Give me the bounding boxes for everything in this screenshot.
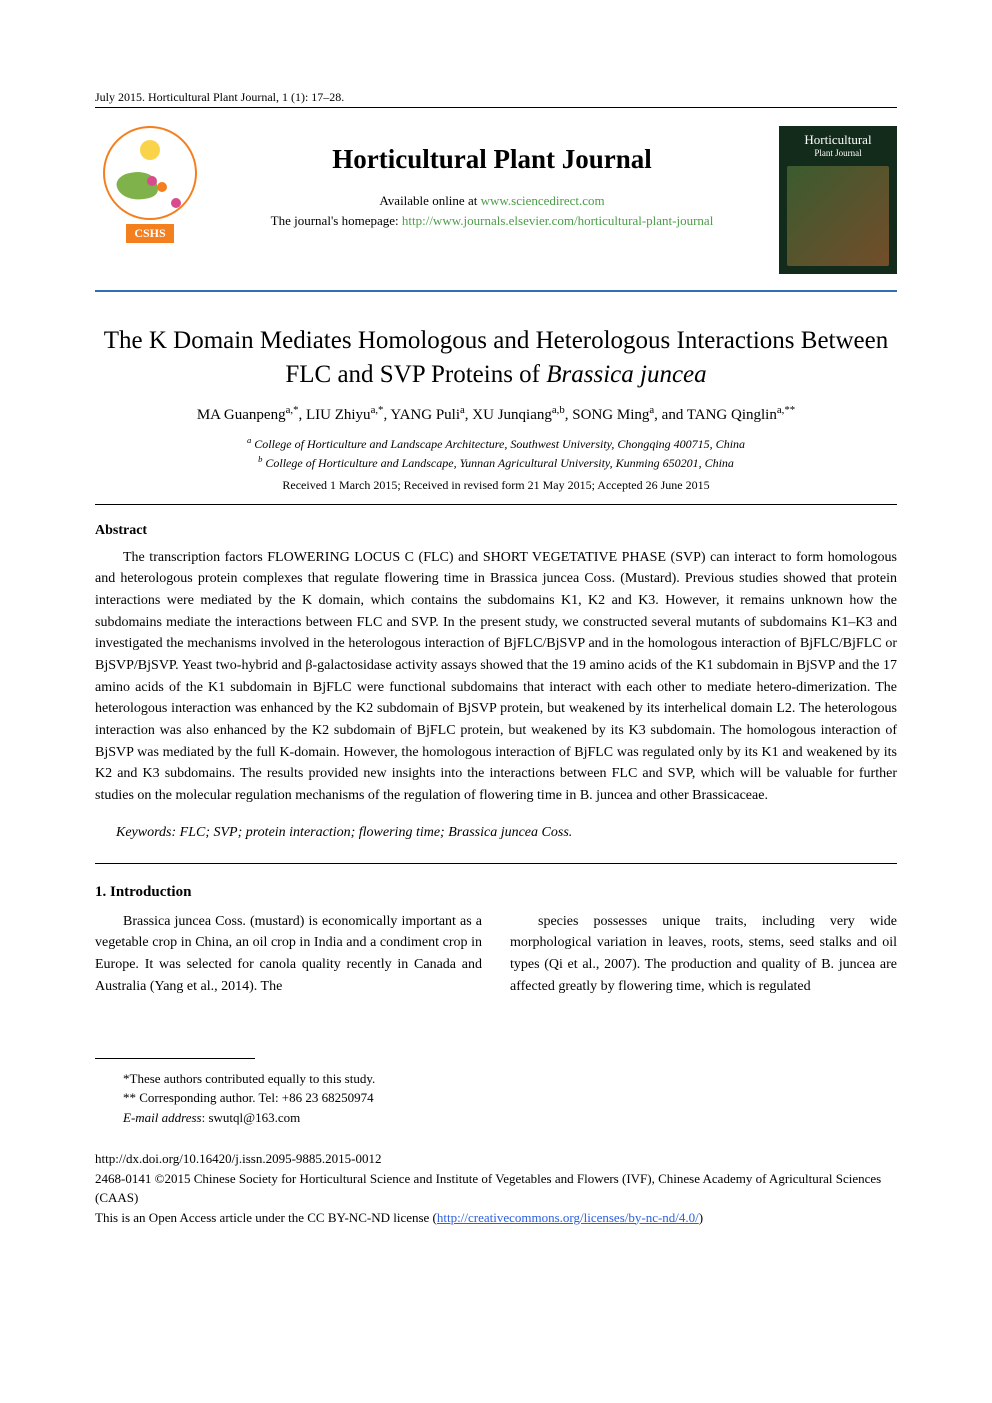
author-6: , and TANG Qinglin bbox=[654, 407, 777, 423]
author-3: , YANG Puli bbox=[383, 407, 460, 423]
title-line2-plain: FLC and SVP Proteins of bbox=[285, 361, 546, 388]
society-logo: CSHS bbox=[95, 126, 205, 243]
intro-para-left: Brassica juncea Coss. (mustard) is econo… bbox=[95, 911, 482, 998]
author-4-sup: a,b bbox=[552, 404, 565, 416]
introduction-heading: 1. Introduction bbox=[95, 884, 897, 901]
doi-line: http://dx.doi.org/10.16420/j.issn.2095-9… bbox=[95, 1149, 897, 1169]
rule-after-abstract bbox=[95, 863, 897, 864]
keywords-tail: Coss. bbox=[538, 825, 572, 840]
available-online-line: Available online at www.sciencedirect.co… bbox=[219, 193, 765, 209]
keywords-line: Keywords: FLC; SVP; protein interaction;… bbox=[95, 825, 897, 841]
footnote-email: E-mail address: swutql@163.com bbox=[123, 1108, 897, 1128]
title-line1: The K Domain Mediates Homologous and Het… bbox=[104, 327, 889, 354]
author-1: MA Guanpeng bbox=[197, 407, 286, 423]
cover-title-line1: Horticultural bbox=[785, 132, 891, 148]
author-2: , LIU Zhiyu bbox=[298, 407, 370, 423]
keywords-species: Brassica juncea bbox=[448, 825, 538, 840]
cover-title-line2: Plant Journal bbox=[785, 148, 891, 158]
author-6-sup: a,** bbox=[777, 404, 795, 416]
rule-after-dates bbox=[95, 504, 897, 505]
keywords-list: : FLC; SVP; protein interaction; floweri… bbox=[171, 825, 448, 840]
open-access-line: This is an Open Access article under the… bbox=[95, 1208, 897, 1228]
society-acronym: CSHS bbox=[126, 224, 173, 243]
email-label: E-mail address bbox=[123, 1110, 202, 1125]
footnote-equal-contrib: *These authors contributed equally to th… bbox=[123, 1069, 897, 1089]
homepage-prefix: The journal's homepage: bbox=[271, 213, 402, 228]
masthead: CSHS Horticultural Plant Journal Availab… bbox=[95, 126, 897, 292]
article-dates: Received 1 March 2015; Received in revis… bbox=[95, 476, 897, 494]
bottom-block: http://dx.doi.org/10.16420/j.issn.2095-9… bbox=[95, 1149, 897, 1227]
affil-a-text: College of Horticulture and Landscape Ar… bbox=[251, 437, 745, 451]
intro-col-right: species possesses unique traits, includi… bbox=[510, 911, 897, 998]
author-5: , SONG Ming bbox=[565, 407, 650, 423]
intro-col-left: Brassica juncea Coss. (mustard) is econo… bbox=[95, 911, 482, 998]
affiliation-b: b College of Horticulture and Landscape,… bbox=[95, 453, 897, 472]
oa-suffix: ) bbox=[699, 1210, 703, 1225]
affil-b-text: College of Horticulture and Landscape, Y… bbox=[262, 456, 734, 470]
cc-license-link[interactable]: http://creativecommons.org/licenses/by-n… bbox=[437, 1210, 699, 1225]
available-prefix: Available online at bbox=[379, 193, 480, 208]
keywords-label: Keywords bbox=[116, 825, 171, 840]
journal-title: Horticultural Plant Journal bbox=[219, 144, 765, 175]
author-1-sup: a,* bbox=[286, 404, 299, 416]
cover-image-icon bbox=[787, 166, 889, 266]
author-4: , XU Junqiang bbox=[465, 407, 552, 423]
journal-header: Horticultural Plant Journal Available on… bbox=[219, 126, 765, 229]
intro-para-right: species possesses unique traits, includi… bbox=[510, 911, 897, 998]
copyright-line: 2468-0141 ©2015 Chinese Society for Hort… bbox=[95, 1169, 897, 1208]
cshs-logo-icon bbox=[103, 126, 197, 220]
intro-columns: Brassica juncea Coss. (mustard) is econo… bbox=[95, 911, 897, 998]
authors-line: MA Guanpenga,*, LIU Zhiyua,*, YANG Pulia… bbox=[95, 404, 897, 424]
footnote-corresponding: ** Corresponding author. Tel: +86 23 682… bbox=[123, 1088, 897, 1108]
affiliation-a: a College of Horticulture and Landscape … bbox=[95, 434, 897, 453]
sciencedirect-link[interactable]: www.sciencedirect.com bbox=[481, 193, 605, 208]
email-value: : swutql@163.com bbox=[202, 1110, 301, 1125]
homepage-line: The journal's homepage: http://www.journ… bbox=[219, 213, 765, 229]
oa-prefix: This is an Open Access article under the… bbox=[95, 1210, 437, 1225]
footnote-separator bbox=[95, 1058, 255, 1059]
journal-homepage-link[interactable]: http://www.journals.elsevier.com/horticu… bbox=[402, 213, 713, 228]
title-species: Brassica juncea bbox=[546, 361, 706, 388]
running-head: July 2015. Horticultural Plant Journal, … bbox=[95, 90, 897, 108]
abstract-body: The transcription factors FLOWERING LOCU… bbox=[95, 547, 897, 807]
author-2-sup: a,* bbox=[371, 404, 384, 416]
footnotes: *These authors contributed equally to th… bbox=[95, 1069, 897, 1128]
abstract-heading: Abstract bbox=[95, 523, 897, 539]
article-title: The K Domain Mediates Homologous and Het… bbox=[95, 324, 897, 392]
journal-cover-thumbnail: Horticultural Plant Journal bbox=[779, 126, 897, 274]
